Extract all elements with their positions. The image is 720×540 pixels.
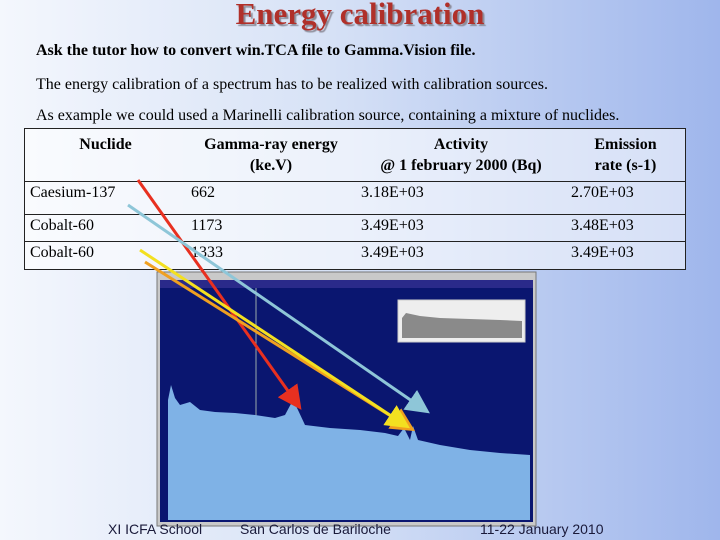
inset-spectrum (402, 313, 522, 338)
window-bar (160, 280, 533, 288)
paragraph: The energy calibration of a spectrum has… (36, 76, 548, 93)
slide-title: Energy calibration (235, 0, 485, 31)
table-cell: Cobalt-60 (30, 217, 94, 234)
header-cell: Nuclide (79, 136, 132, 153)
row-line (25, 214, 685, 215)
header-cell: (ke.V) (249, 157, 293, 174)
header-cell: Activity (433, 136, 489, 153)
table-cell: Caesium-137 (30, 184, 116, 201)
header-cell: rate (s-1) (594, 157, 657, 174)
header-cell: Gamma-ray energy (204, 136, 338, 153)
footer-text: XI ICFA School (108, 521, 203, 537)
paragraph: Ask the tutor how to convert win.TCA fil… (36, 42, 476, 59)
row-line (25, 181, 685, 182)
table-cell: 3.18E+03 (361, 184, 424, 201)
footer-text: 11-22 January 2010 (480, 521, 604, 537)
arrow (127, 203, 430, 414)
table-cell: 3.49E+03 (571, 244, 634, 261)
arrow (136, 179, 302, 410)
header-cell: Emission (594, 136, 657, 153)
table-cell: 662 (191, 184, 215, 201)
table-cell: 3.49E+03 (361, 217, 424, 234)
arrow (139, 248, 411, 429)
table-cell: 1333 (191, 244, 223, 261)
nuclide-table: Nuclide Gamma-ray energy (ke.V) Activity @ 1… (24, 128, 686, 270)
footer-text: San Carlos de Bariloche (240, 521, 391, 537)
header-cell: @ 1 february 2000 (Bq) (380, 157, 542, 174)
table-cell: 3.49E+03 (361, 244, 424, 261)
table-cell: 2.70E+03 (571, 184, 634, 201)
table-cell: Cobalt-60 (30, 244, 94, 261)
paragraph: As example we could used a Marinelli cal… (36, 107, 620, 124)
table-cell: 3.48E+03 (571, 217, 634, 234)
table-cell: 1173 (191, 217, 223, 234)
row-line (25, 241, 685, 242)
spectrum (168, 385, 530, 520)
